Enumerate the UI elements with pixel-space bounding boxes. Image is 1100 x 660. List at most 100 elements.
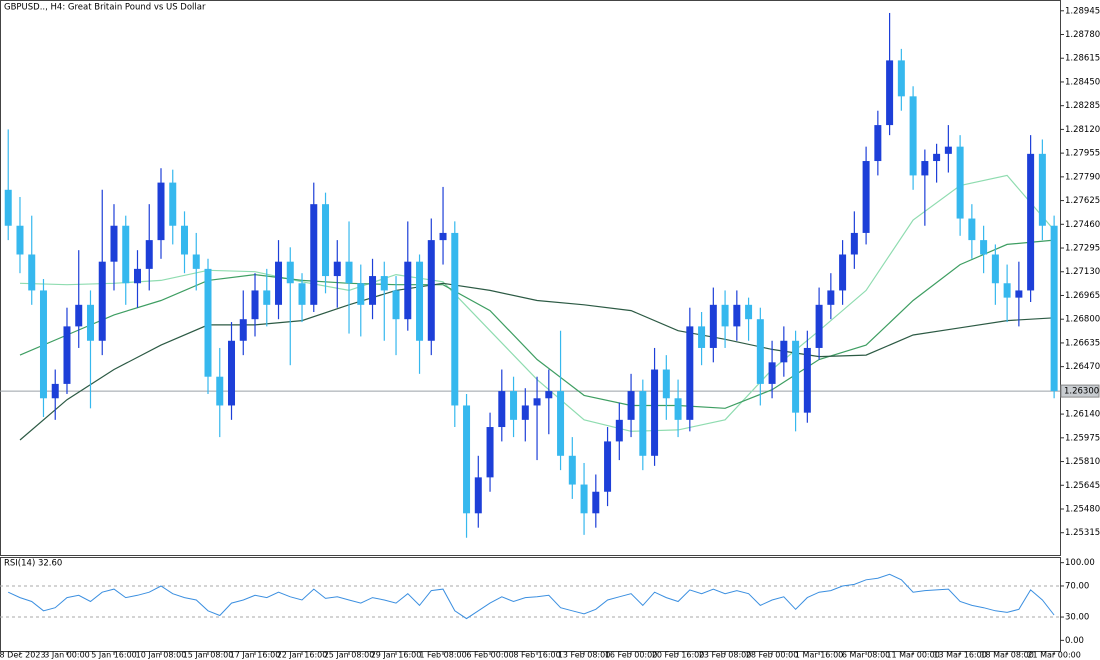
candle-body xyxy=(28,254,36,291)
chart-title: GBPUSD.., H4: Great Britain Pound vs US … xyxy=(4,3,206,13)
candle-body xyxy=(733,304,741,327)
y-tick-label: 1.28780 xyxy=(1065,30,1100,40)
rsi-frame xyxy=(0,557,1061,652)
candle-body xyxy=(216,376,224,406)
candle-body xyxy=(909,96,917,176)
moving-average xyxy=(19,239,1055,409)
candle-body xyxy=(521,405,529,420)
x-tick-label: 22 Jan 16:00 xyxy=(277,651,328,660)
x-tick-label: 23 Feb 08:00 xyxy=(699,651,751,660)
y-tick-label: 1.25975 xyxy=(1065,433,1100,443)
candle-body xyxy=(169,182,177,226)
candle-body xyxy=(651,369,659,456)
candle-body xyxy=(792,340,800,413)
candle-body xyxy=(380,276,388,291)
candle-body xyxy=(768,362,776,384)
candle-body xyxy=(345,261,353,284)
candle-body xyxy=(51,383,59,399)
candle-body xyxy=(110,225,118,262)
candle-body xyxy=(698,326,706,348)
y-tick-label: 1.26965 xyxy=(1065,291,1100,301)
candle-body xyxy=(333,261,341,277)
candle-body xyxy=(674,398,682,420)
x-tick-label: 11 Mar 00:00 xyxy=(886,651,939,660)
candle-body xyxy=(815,304,823,348)
candle-body xyxy=(557,391,565,456)
candle-body xyxy=(968,218,976,241)
candle-body xyxy=(404,261,412,320)
candle-body xyxy=(192,254,200,269)
candle-body xyxy=(181,225,189,255)
candle-body xyxy=(886,60,894,126)
candle-body xyxy=(580,484,588,514)
candle-body xyxy=(827,290,835,305)
y-tick-label: 1.26635 xyxy=(1065,338,1100,348)
candle-body xyxy=(639,391,647,456)
x-tick-label: 28 Feb 00:00 xyxy=(746,651,798,660)
x-tick-label: 16 Feb 00:00 xyxy=(605,651,657,660)
candle-body xyxy=(322,204,330,277)
candle-body xyxy=(874,125,882,162)
candle-body xyxy=(756,319,764,384)
candle-body xyxy=(615,419,623,442)
candle-body xyxy=(133,268,141,284)
y-tick-label: 1.28120 xyxy=(1065,125,1100,135)
candle-body xyxy=(228,340,236,406)
rsi-tick-label: 30.00 xyxy=(1065,613,1089,623)
candle-body xyxy=(75,304,83,327)
candle-body xyxy=(63,326,71,384)
candle-body xyxy=(145,240,153,269)
candle-body xyxy=(933,153,941,162)
candle-body xyxy=(921,161,929,176)
y-tick-label: 1.27460 xyxy=(1065,220,1100,230)
candle-body xyxy=(204,268,212,377)
candle-body xyxy=(286,261,294,284)
candle-body xyxy=(850,232,858,255)
x-tick-label: 20 Feb 16:00 xyxy=(652,651,704,660)
candle-body xyxy=(944,146,952,154)
y-tick-label: 1.25315 xyxy=(1065,528,1100,538)
main-frame xyxy=(0,0,1061,556)
candle-body xyxy=(592,491,600,514)
candle-body xyxy=(568,455,576,485)
candle-body xyxy=(369,276,377,305)
x-tick-label: 21 Mar 00:00 xyxy=(1027,651,1080,660)
candle-body xyxy=(780,340,788,363)
y-tick-label: 1.27295 xyxy=(1065,244,1100,254)
candle-body xyxy=(1038,153,1046,226)
last-price-box xyxy=(1060,384,1100,398)
candle-body xyxy=(122,225,130,284)
x-tick-label: 29 Jan 16:00 xyxy=(371,651,422,660)
candle-body xyxy=(486,427,494,478)
y-tick-label: 1.28285 xyxy=(1065,101,1100,111)
candle-body xyxy=(510,391,518,420)
candle-body xyxy=(275,261,283,305)
rsi-line xyxy=(7,573,1055,620)
candle-body xyxy=(427,240,435,341)
candle-body xyxy=(627,391,635,420)
candle-body xyxy=(298,283,306,305)
x-tick-label: 10 Jan 08:00 xyxy=(136,651,187,660)
y-tick-label: 1.27625 xyxy=(1065,196,1100,206)
y-tick-label: 1.27130 xyxy=(1065,267,1100,277)
candle-body xyxy=(1003,283,1011,298)
candle-body xyxy=(1050,225,1058,392)
candle-body xyxy=(803,347,811,413)
candle-body xyxy=(709,304,717,348)
x-tick-label: 1 Feb 08:00 xyxy=(419,651,466,660)
candle-body xyxy=(416,261,424,341)
candle-body xyxy=(16,225,24,255)
candle-body xyxy=(263,290,271,305)
y-tick-label: 1.27955 xyxy=(1065,149,1100,159)
x-tick-label: 28 Dec 2023 xyxy=(0,651,46,660)
y-tick-label: 1.25480 xyxy=(1065,504,1100,514)
x-tick-label: 17 Jan 16:00 xyxy=(230,651,281,660)
candle-body xyxy=(498,391,506,428)
y-tick-label: 1.25645 xyxy=(1065,481,1100,491)
x-tick-label: 15 Jan 08:00 xyxy=(183,651,234,660)
candle-body xyxy=(98,261,106,341)
x-tick-label: 1 Mar 16:00 xyxy=(795,651,843,660)
candle-body xyxy=(956,146,964,219)
